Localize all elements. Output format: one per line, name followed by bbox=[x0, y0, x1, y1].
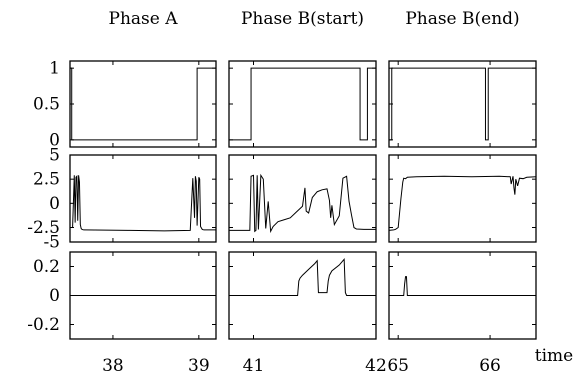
series-line-r3-c3 bbox=[389, 276, 536, 296]
ytick-label-row3-1: 0 bbox=[49, 286, 60, 306]
ytick-label-row1-2: 1 bbox=[49, 59, 60, 79]
ytick-label-row3-2: 0.2 bbox=[33, 257, 60, 277]
column-title-3: Phase B(end) bbox=[405, 9, 519, 29]
ytick-label-row2-3: 5 bbox=[49, 146, 60, 166]
xtick-label-col2-1: 42 bbox=[365, 356, 387, 376]
panel-frame-r2-c1 bbox=[69, 154, 217, 243]
panel-frame-r2-c3 bbox=[388, 154, 537, 243]
ytick-label-row1-1: 0.5 bbox=[33, 95, 60, 115]
xtick-label-col1-1: 39 bbox=[188, 356, 210, 376]
column-title-2: Phase B(start) bbox=[241, 9, 364, 29]
ytick-label-row2-1: 0 bbox=[49, 194, 60, 214]
xtick-label-col3-0: 65 bbox=[387, 356, 409, 376]
panel-frame-r2-c2 bbox=[228, 154, 377, 243]
series-line-r2-c3 bbox=[388, 175, 537, 231]
series-line-r1-c3 bbox=[389, 67, 536, 141]
xtick-label-col2-0: 41 bbox=[243, 356, 265, 376]
ytick-label-row2-2: 2.5 bbox=[33, 170, 60, 190]
ytick-label-row1-0: 0 bbox=[49, 130, 60, 150]
series-line-r1-c2 bbox=[229, 67, 376, 141]
x-axis-label: time bbox=[535, 346, 573, 366]
series-line-r2-c1 bbox=[70, 174, 216, 232]
panel-frame-r1-c1 bbox=[69, 60, 217, 148]
xtick-label-col3-1: 66 bbox=[479, 356, 501, 376]
ytick-label-row2-0: -2.5 bbox=[27, 218, 60, 238]
xtick-label-col1-0: 38 bbox=[102, 356, 124, 376]
series-line-r3-c2 bbox=[229, 257, 376, 296]
series-line-r2-c2 bbox=[229, 173, 376, 234]
ytick-label-row3-0: -0.2 bbox=[27, 315, 60, 335]
column-title-1: Phase A bbox=[109, 9, 179, 29]
ytick-label-row2-extra-0: -5 bbox=[43, 233, 60, 253]
panel-frame-r1-c3 bbox=[388, 60, 537, 148]
series-line-r1-c1 bbox=[70, 67, 216, 141]
